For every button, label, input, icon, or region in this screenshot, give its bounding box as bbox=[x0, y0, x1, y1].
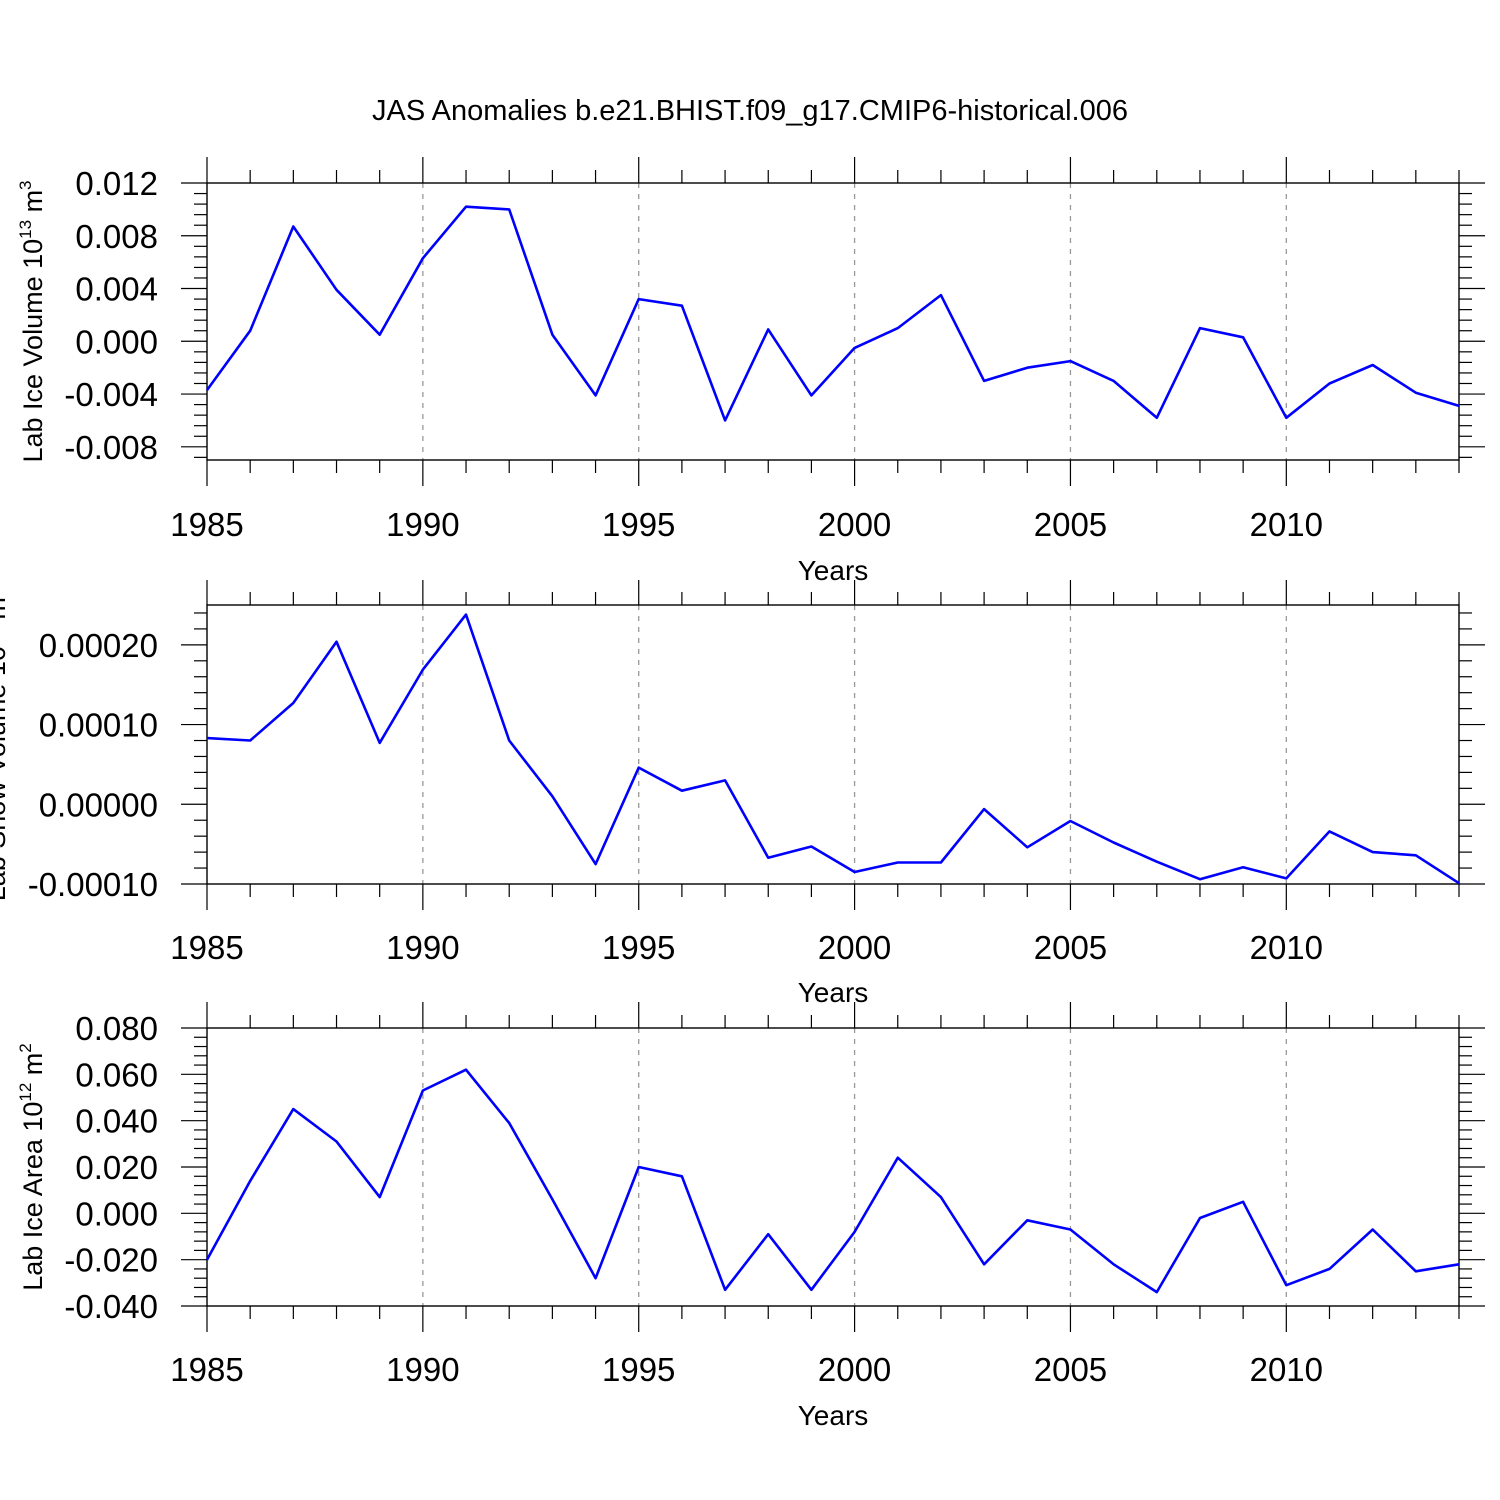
x-tick-label: 1985 bbox=[170, 506, 243, 543]
x-tick-label: 1990 bbox=[386, 506, 459, 543]
x-tick-label: 1985 bbox=[170, 929, 243, 966]
y-tick-label: -0.040 bbox=[64, 1288, 158, 1325]
y-axis-label-text: Lab Ice Area 10 bbox=[18, 1102, 48, 1291]
panel-1: 1985 1990 1995 2000 2005 2010 Years 0.012 0.008 0… bbox=[16, 157, 1485, 586]
x-tick-label: 1985 bbox=[170, 1351, 243, 1388]
plot-frame bbox=[206, 604, 1460, 885]
y-axis-label-unit: m bbox=[0, 597, 11, 627]
x-tick-label: 2010 bbox=[1250, 506, 1323, 543]
y-tick-label: 0.00000 bbox=[39, 786, 158, 823]
x-tick-label: 2010 bbox=[1250, 929, 1323, 966]
series-line bbox=[206, 613, 1460, 885]
y-tick-label: 0.040 bbox=[75, 1103, 158, 1140]
x-tick-label: 2005 bbox=[1034, 1351, 1107, 1388]
y-axis-label-unit-exponent: 3 bbox=[16, 180, 35, 189]
y-axis-label-unit: m bbox=[18, 190, 48, 220]
y-tick-label: 0.060 bbox=[75, 1056, 158, 1093]
y-tick-label: -0.00010 bbox=[28, 866, 158, 903]
y-axis-label: Lab Ice Area 1012 m2 bbox=[16, 1043, 48, 1291]
y-axis-label: Lab Ice Volume 1013 m3 bbox=[16, 180, 48, 462]
x-axis-label: Years bbox=[798, 1400, 869, 1431]
x-tick-label: 1995 bbox=[602, 929, 675, 966]
x-tick-label: 1995 bbox=[602, 1351, 675, 1388]
panel-2: 1985 1990 1995 2000 2005 2010 Years 0.00020 0.00… bbox=[0, 580, 1485, 1008]
plot-frame bbox=[206, 1027, 1460, 1307]
y-tick-label: 0.000 bbox=[75, 1195, 158, 1232]
x-tick-label: 2005 bbox=[1034, 929, 1107, 966]
y-tick-label: 0.020 bbox=[75, 1149, 158, 1186]
x-tick-label: 2000 bbox=[818, 506, 891, 543]
x-tick-label: 2000 bbox=[818, 929, 891, 966]
x-tick-label: 1990 bbox=[386, 1351, 459, 1388]
y-axis-label-exponent: 13 bbox=[16, 220, 35, 239]
y-tick-label: 0.00010 bbox=[39, 707, 158, 744]
y-axis-label-text: Lab Ice Volume 10 bbox=[18, 239, 48, 463]
x-tick-label: 2000 bbox=[818, 1351, 891, 1388]
x-tick-label: 2005 bbox=[1034, 506, 1107, 543]
y-tick-label: 0.000 bbox=[75, 323, 158, 360]
y-axis-label-unit-exponent: 2 bbox=[16, 1043, 35, 1052]
panel-3: 1985 1990 1995 2000 2005 2010 Years 0.080 0.060 0… bbox=[16, 1002, 1485, 1431]
y-axis-label-unit: m bbox=[18, 1053, 48, 1083]
x-tick-label: 2010 bbox=[1250, 1351, 1323, 1388]
y-tick-label: -0.008 bbox=[64, 429, 158, 466]
y-tick-label: 0.00020 bbox=[39, 627, 158, 664]
series-line bbox=[205, 1068, 1460, 1294]
x-axis-label: Years bbox=[798, 555, 869, 586]
chart-title: JAS Anomalies b.e21.BHIST.f09_g17.CMIP6-… bbox=[372, 95, 1128, 127]
plot-frame bbox=[206, 182, 1460, 461]
x-tick-label: 1995 bbox=[602, 506, 675, 543]
y-tick-label: 0.008 bbox=[75, 218, 158, 255]
y-tick-label: 0.004 bbox=[75, 271, 158, 308]
y-axis-label-exponent: 12 bbox=[16, 1083, 35, 1102]
y-tick-label: -0.020 bbox=[64, 1242, 158, 1279]
y-tick-label: 0.012 bbox=[75, 165, 158, 202]
series-line bbox=[205, 205, 1460, 422]
y-axis-label-text: Lab Snow Volume 10 bbox=[0, 646, 11, 901]
y-tick-label: -0.004 bbox=[64, 376, 158, 413]
y-axis-label: Lab Snow Volume 1013 m3 bbox=[0, 588, 11, 902]
y-tick-label: 0.080 bbox=[75, 1010, 158, 1047]
x-tick-label: 1990 bbox=[386, 929, 459, 966]
x-axis-label: Years bbox=[798, 977, 869, 1008]
